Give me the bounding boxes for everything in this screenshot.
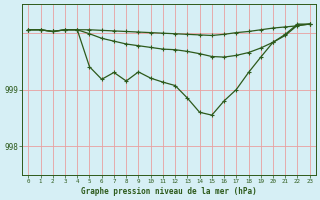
X-axis label: Graphe pression niveau de la mer (hPa): Graphe pression niveau de la mer (hPa): [81, 187, 257, 196]
